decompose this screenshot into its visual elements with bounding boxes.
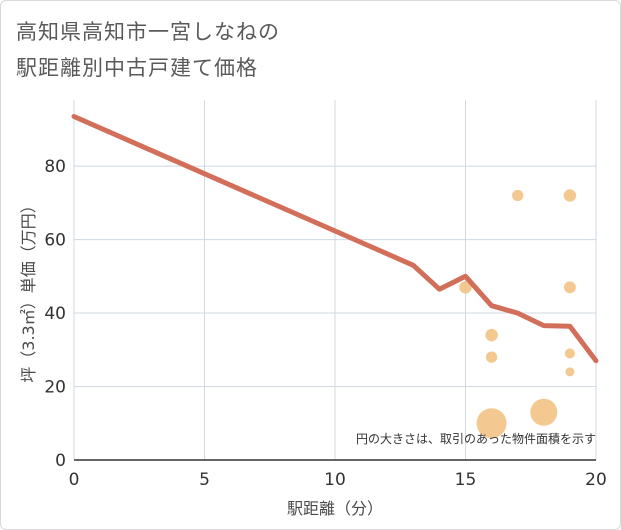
chart-title: 高知県高知市一宮しなねの 駅距離別中古戸建て価格 [16, 14, 280, 86]
y-tick-label-0: 0 [55, 451, 66, 471]
scatter-point-2 [485, 351, 498, 363]
x-tick-label-20: 20 [585, 470, 607, 490]
x-tick-labels: 0 5 10 15 20 [69, 470, 607, 490]
y-tick-label-80: 80 [44, 157, 66, 177]
scatter-point-6 [563, 189, 577, 202]
scatter-series [459, 189, 577, 439]
chart-title-line-2: 駅距離別中古戸建て価格 [16, 56, 258, 80]
y-tick-labels: 0 20 40 60 80 [44, 157, 66, 471]
scatter-point-4 [512, 189, 524, 202]
grid-lines [73, 100, 597, 461]
y-tick-label-40: 40 [44, 304, 66, 324]
x-tick-label-5: 5 [199, 470, 210, 490]
x-tick-label-15: 15 [455, 470, 477, 490]
scatter-point-7 [563, 281, 576, 294]
scatter-point-9 [565, 367, 575, 377]
scatter-point-5 [530, 398, 558, 426]
scatter-point-0 [459, 281, 472, 294]
y-axis-title: 坪（3.3㎡）単価（万円） [19, 197, 38, 382]
chart-title-line-1: 高知県高知市一宮しなねの [16, 20, 280, 44]
y-tick-label-20: 20 [44, 378, 66, 398]
scatter-point-3 [476, 408, 507, 439]
x-tick-label-0: 0 [69, 470, 80, 490]
scatter-point-8 [564, 348, 575, 359]
x-tick-label-10: 10 [324, 470, 346, 490]
size-legend-note: 円の大きさは、取引のあった物件面積を示す [356, 431, 596, 446]
scatter-point-1 [485, 328, 498, 342]
x-axis-title: 駅距離（分） [287, 499, 383, 518]
average-price-line [71, 114, 599, 364]
y-tick-label-60: 60 [44, 231, 66, 251]
